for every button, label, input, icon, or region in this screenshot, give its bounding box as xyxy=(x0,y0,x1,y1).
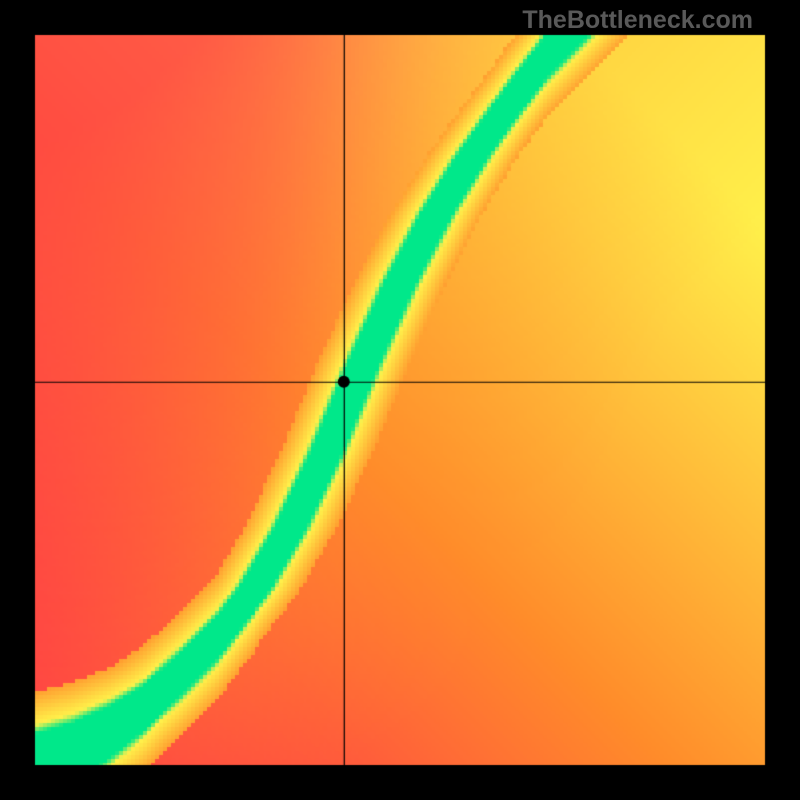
chart-container: TheBottleneck.com xyxy=(0,0,800,800)
watermark-text: TheBottleneck.com xyxy=(522,6,753,35)
heatmap-canvas xyxy=(0,0,800,800)
